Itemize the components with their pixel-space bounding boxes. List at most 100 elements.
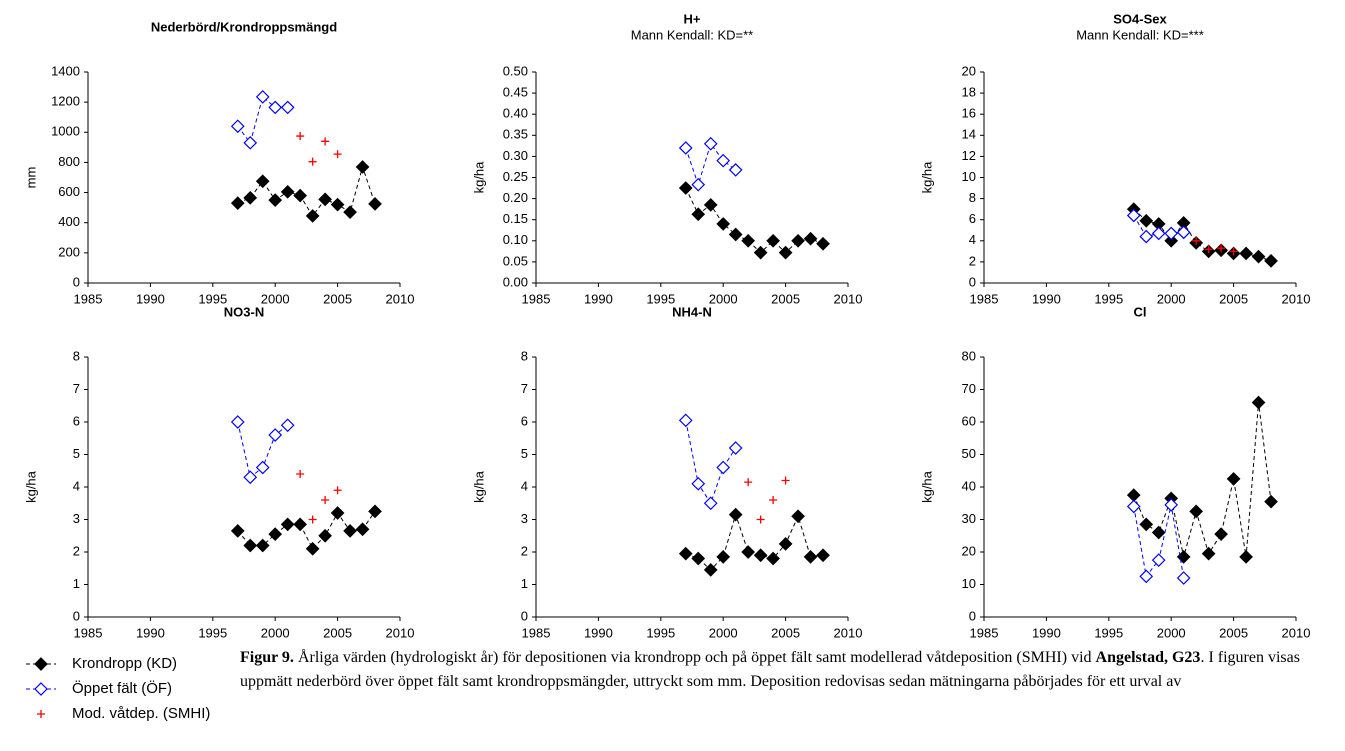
y-tick-label: 0.45 (503, 85, 528, 100)
marker (703, 563, 718, 577)
marker (1264, 253, 1278, 268)
y-tick-label: 4 (969, 232, 976, 247)
marker (296, 132, 305, 141)
y-tick-label: 8 (521, 348, 528, 363)
y-tick-label: 8 (969, 190, 976, 205)
y-tick-label: 4 (73, 478, 80, 493)
marker (280, 517, 295, 532)
x-tick-label: 2010 (386, 625, 415, 640)
marker (280, 184, 295, 199)
x-tick-label: 2005 (1219, 625, 1248, 640)
series-line (685, 420, 737, 505)
x-tick-label: 1990 (136, 291, 165, 306)
x-tick-label: 2010 (834, 625, 863, 640)
x-tick-label: 1985 (74, 291, 103, 306)
x-tick-label: 1990 (584, 625, 613, 640)
y-tick-label: 0.25 (503, 169, 528, 184)
legend-label: Öppet fält (ÖF) (72, 679, 172, 697)
marker (343, 205, 357, 220)
y-tick-label: 2 (521, 543, 528, 558)
x-tick-label: 2000 (1157, 291, 1186, 306)
marker (691, 207, 706, 222)
y-tick-label: 20 (962, 543, 976, 558)
y-tick-label: 0.35 (503, 127, 528, 142)
y-tick-label: 80 (962, 348, 976, 363)
y-tick-label: 800 (58, 154, 80, 169)
marker (781, 476, 790, 485)
marker (308, 515, 317, 524)
marker (243, 470, 258, 485)
marker (678, 546, 693, 561)
x-tick-label: 2005 (323, 625, 352, 640)
marker (1139, 569, 1154, 584)
marker (1229, 247, 1238, 256)
series-line (685, 512, 824, 571)
marker (678, 141, 693, 155)
marker (255, 460, 270, 475)
caption-part: Angelstad, G23 (1095, 649, 1201, 666)
marker (280, 100, 295, 115)
y-tick-label: 5 (521, 446, 528, 461)
marker (791, 509, 805, 524)
marker (728, 507, 743, 522)
marker (1201, 546, 1216, 561)
marker (778, 537, 793, 551)
marker (716, 153, 731, 168)
marker (1126, 499, 1141, 514)
marker (280, 418, 295, 433)
x-tick-label: 1985 (970, 291, 999, 306)
marker (1192, 236, 1201, 245)
marker (1176, 571, 1191, 585)
legend-marker (34, 657, 48, 671)
marker (766, 551, 780, 566)
marker (1251, 249, 1266, 264)
marker (791, 233, 805, 248)
marker (816, 236, 830, 251)
marker (716, 550, 731, 564)
y-tick-label: 10 (962, 169, 976, 184)
marker (766, 233, 780, 248)
marker (1264, 494, 1278, 509)
x-tick-label: 1995 (198, 625, 227, 640)
series-line (1133, 504, 1185, 579)
caption-part: . I figuren visas uppmätt nederbörd över… (240, 649, 1300, 690)
x-tick-label: 1995 (1094, 291, 1123, 306)
y-tick-label: 1400 (51, 63, 80, 78)
marker (703, 198, 718, 212)
marker (1214, 527, 1228, 541)
y-tick-label: 3 (521, 511, 528, 526)
y-tick-label: 6 (73, 413, 80, 428)
marker (716, 460, 731, 475)
x-tick-label: 2005 (1219, 291, 1248, 306)
x-tick-label: 2000 (1157, 625, 1186, 640)
marker (1164, 226, 1179, 241)
marker (355, 160, 370, 174)
marker (1226, 472, 1241, 486)
y-tick-label: 0 (969, 274, 976, 289)
marker (293, 517, 308, 532)
y-tick-label: 400 (58, 214, 80, 229)
caption-part: Årliga värden (hydrologiskt år) för depo… (293, 649, 1096, 666)
y-tick-label: 7 (73, 381, 80, 396)
marker (321, 137, 330, 146)
y-tick-label: 3 (73, 511, 80, 526)
y-axis-label: kg/ha (919, 161, 934, 194)
marker (741, 233, 756, 248)
y-tick-label: 0 (73, 608, 80, 623)
x-tick-label: 2010 (386, 291, 415, 306)
x-tick-label: 1995 (1094, 625, 1123, 640)
y-tick-label: 16 (962, 106, 976, 121)
marker (1151, 226, 1166, 241)
marker (1164, 498, 1179, 512)
marker (268, 527, 283, 541)
y-tick-label: 600 (58, 184, 80, 199)
y-tick-label: 0.15 (503, 211, 528, 226)
chart-title: Cl (1134, 304, 1147, 319)
marker (243, 135, 258, 150)
marker (255, 538, 270, 553)
chart-subtitle: Mann Kendall: KD=*** (1076, 27, 1204, 42)
x-tick-label: 1985 (74, 625, 103, 640)
marker (803, 231, 818, 246)
y-tick-label: 0.40 (503, 106, 528, 121)
